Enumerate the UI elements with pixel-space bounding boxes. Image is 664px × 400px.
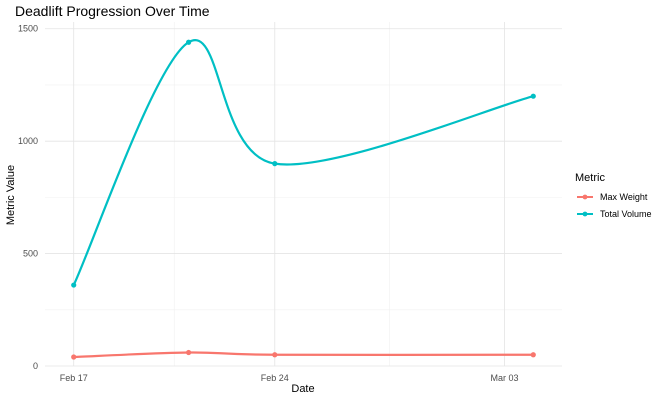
data-point-max-weight (530, 352, 536, 358)
legend: Metric Max Weight Total Volume (575, 172, 652, 219)
series-max-weight (71, 349, 536, 360)
axis-ticks: 0 500 1000 1500 Feb 17 Feb 24 Mar 03 (18, 24, 519, 383)
legend-item-max-weight: Max Weight (577, 192, 648, 202)
data-point-max-weight (272, 352, 278, 358)
x-axis-title: Date (291, 383, 314, 395)
data-point-max-weight (71, 354, 77, 360)
y-tick-label: 500 (23, 249, 38, 259)
series-line-total-volume (72, 39, 535, 287)
y-axis-title: Metric Value (5, 165, 17, 225)
series-line-max-weight (72, 351, 535, 359)
data-point-total-volume (272, 161, 278, 167)
legend-key-point (582, 194, 588, 200)
y-tick-label: 1000 (18, 136, 38, 146)
grid-lines (45, 22, 562, 367)
y-tick-label: 0 (33, 361, 38, 371)
data-point-total-volume (530, 93, 536, 99)
series-total-volume (71, 39, 536, 288)
legend-label: Total Volume (600, 209, 652, 219)
x-tick-label: Feb 17 (60, 373, 88, 383)
data-point-total-volume (71, 282, 77, 288)
y-tick-label: 1500 (18, 24, 38, 34)
legend-items: Max Weight Total Volume (577, 192, 652, 219)
series-lines (71, 39, 536, 360)
legend-title: Metric (575, 172, 605, 184)
data-point-max-weight (186, 349, 192, 356)
chart-title: Deadlift Progression Over Time (15, 3, 210, 19)
x-tick-label: Feb 24 (261, 373, 289, 383)
data-point-total-volume (186, 39, 192, 45)
legend-item-total-volume: Total Volume (577, 209, 652, 219)
legend-label: Max Weight (600, 192, 648, 202)
x-tick-label: Mar 03 (491, 373, 519, 383)
legend-key-point (582, 211, 588, 217)
